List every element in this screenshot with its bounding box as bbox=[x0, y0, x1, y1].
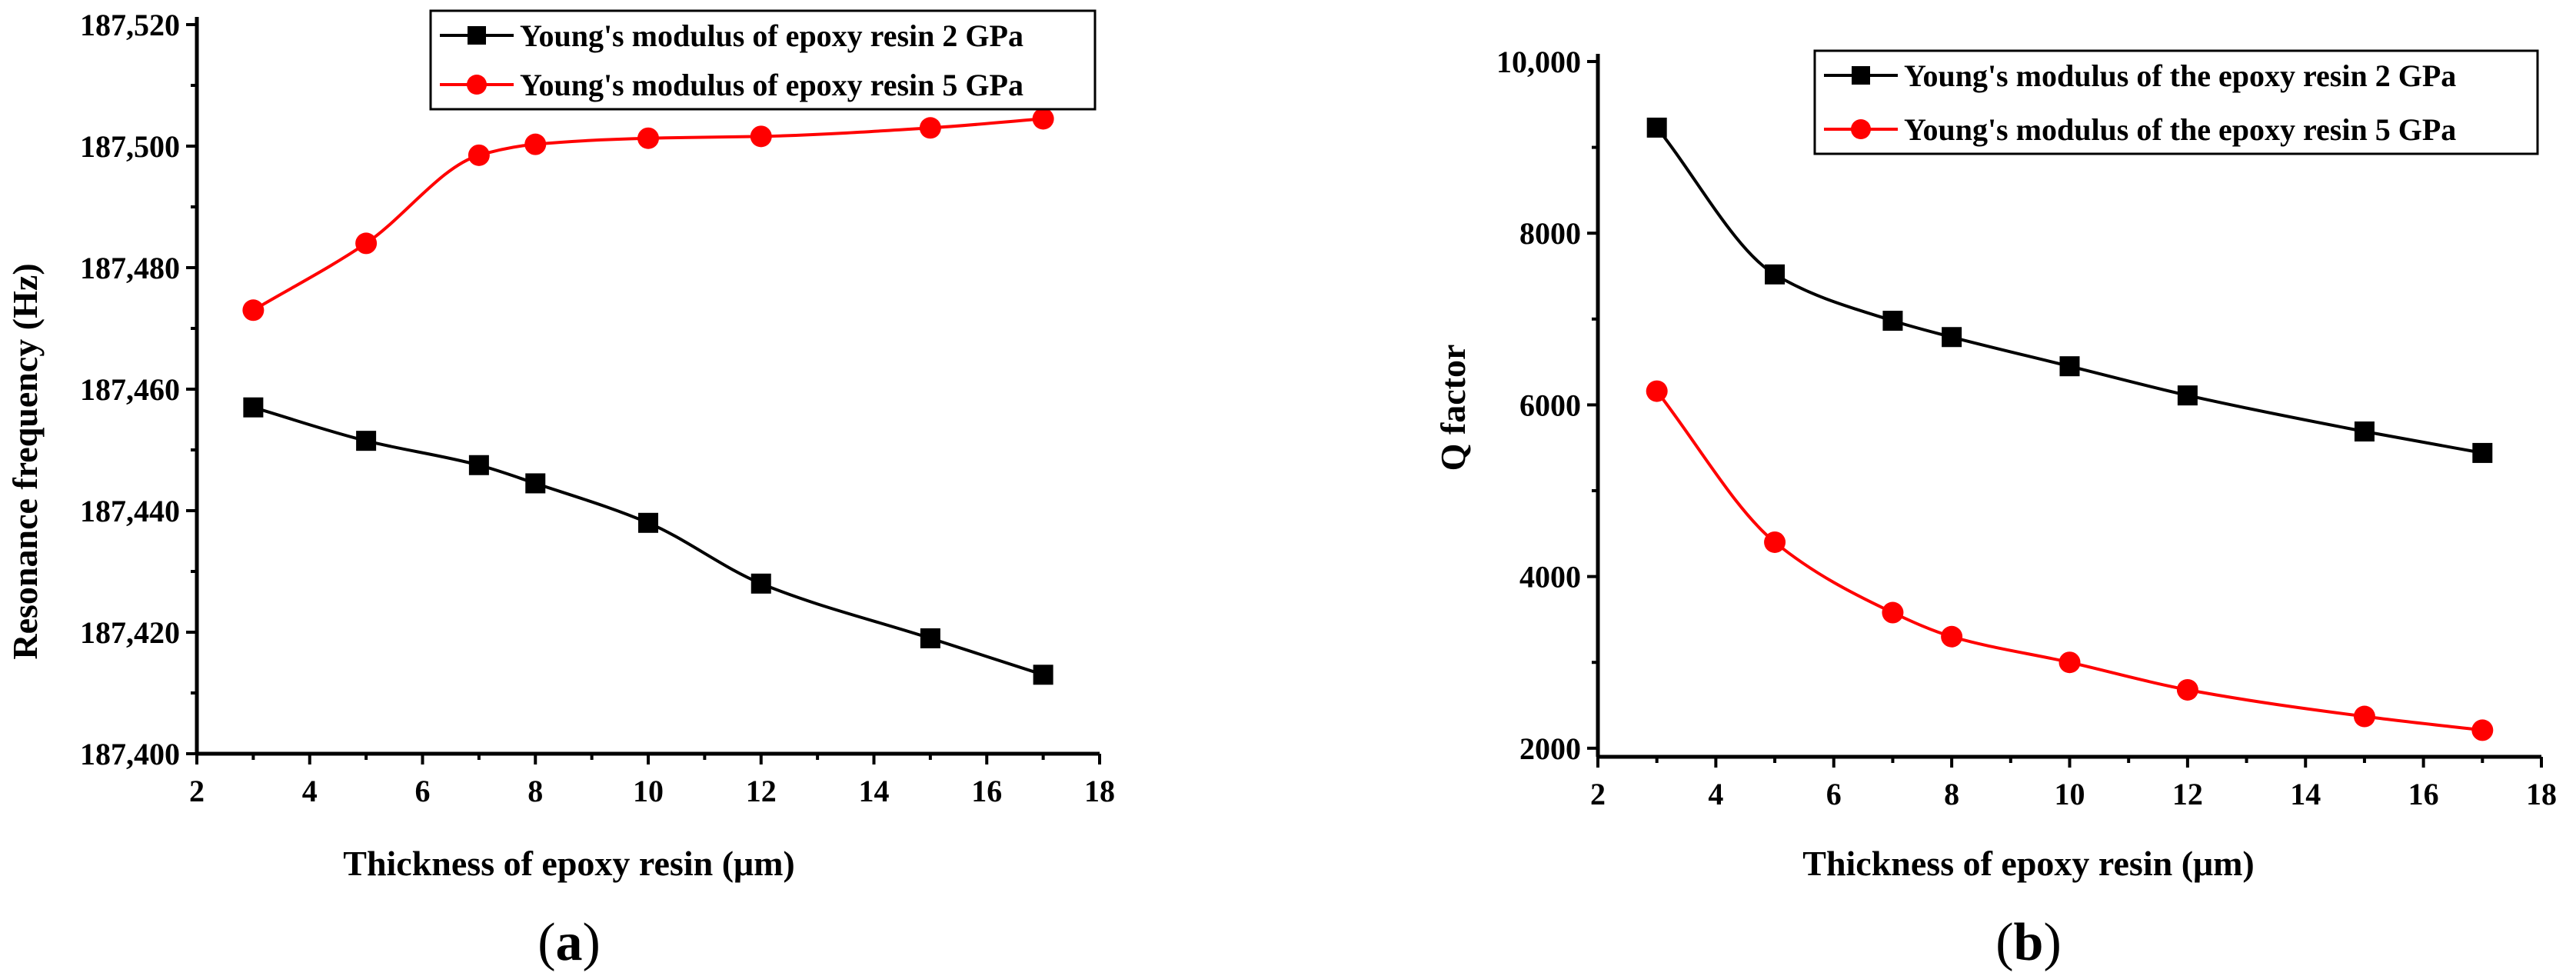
chart-a-y-tick-label: 187,440 bbox=[80, 494, 180, 528]
chart-a-series-2-point bbox=[524, 133, 547, 155]
chart-b-series-2-point bbox=[2058, 651, 2081, 674]
chart-a-y-tick-label: 187,460 bbox=[80, 372, 180, 407]
chart-a-series-1-point bbox=[920, 628, 940, 648]
chart-panel-a: 2 4 6 8 10 12 14 16 18 187,400 187,420 187,440 187,4… bbox=[5, 8, 1115, 972]
chart-a-y-tick-label: 187,500 bbox=[80, 129, 180, 164]
chart-b-series-1-line bbox=[1656, 126, 2483, 455]
chart-b-series-1-point bbox=[1765, 264, 1786, 285]
chart-a-x-tick-label: 12 bbox=[746, 774, 777, 808]
chart-a-series-2-point bbox=[637, 127, 659, 149]
chart-b-series-2-point bbox=[1941, 625, 1963, 648]
chart-b-series-2-point bbox=[2471, 719, 2494, 741]
chart-a-y-tick-label: 187,420 bbox=[80, 615, 180, 650]
chart-b-series-2-point bbox=[2353, 705, 2375, 728]
chart-a-y-tick-label: 187,480 bbox=[80, 251, 180, 285]
chart-b-series-1-point bbox=[1882, 311, 1903, 331]
chart-a-series-2-point bbox=[468, 144, 490, 166]
chart-b-x-axis-title: Thickness of epoxy resin (μm) bbox=[1802, 844, 2254, 883]
chart-b-y-tick-label: 10,000 bbox=[1496, 45, 1581, 79]
chart-b-x-tick-label: 16 bbox=[2408, 777, 2439, 811]
chart-a-x-tick-label: 6 bbox=[415, 774, 431, 808]
chart-a-plot-area: 2 4 6 8 10 12 14 16 18 187,400 187,420 187,440 187,4… bbox=[80, 8, 1115, 808]
chart-a-x-tick-label: 14 bbox=[859, 774, 890, 808]
chart-b-x-tick-label: 12 bbox=[2172, 777, 2203, 811]
chart-a-x-tick-label: 16 bbox=[971, 774, 1002, 808]
chart-a-series-1-point bbox=[243, 397, 264, 418]
chart-b-series-1-point bbox=[2177, 385, 2198, 406]
chart-a-series-1-point bbox=[356, 431, 377, 451]
chart-b-y-tick-label: 6000 bbox=[1519, 388, 1581, 422]
chart-b-y-tick-label: 2000 bbox=[1519, 731, 1581, 766]
chart-b-series-2-point bbox=[1882, 601, 1904, 624]
chart-a-x-tick-label: 4 bbox=[302, 774, 318, 808]
chart-a-series-1-point bbox=[751, 573, 771, 594]
chart-b-series-2-point bbox=[1646, 380, 1668, 402]
chart-a-legend-marker-1 bbox=[468, 26, 486, 45]
chart-a-legend-label-1: Young's modulus of epoxy resin 2 GPa bbox=[520, 18, 1023, 53]
chart-b-x-tick-label: 14 bbox=[2290, 777, 2321, 811]
chart-a-y-tick-label: 187,400 bbox=[80, 737, 180, 771]
chart-a-series-2-point bbox=[919, 117, 941, 139]
chart-b-legend-box bbox=[1813, 49, 2539, 155]
chart-a-legend: Young's modulus of epoxy resin 2 GPa Youn… bbox=[429, 9, 1097, 111]
chart-b-series-1-point bbox=[2354, 421, 2375, 442]
chart-b-series-1-point bbox=[2472, 442, 2493, 463]
chart-b-series-1-point bbox=[1646, 117, 1667, 138]
chart-b-x-tick-label: 18 bbox=[2526, 777, 2557, 811]
chart-a-series-2-point bbox=[242, 299, 265, 321]
chart-b-legend-label-1: Young's modulus of the epoxy resin 2 GPa bbox=[1904, 58, 2456, 93]
chart-a-series-1-point bbox=[525, 473, 546, 494]
chart-b-series-1-point bbox=[1942, 327, 1962, 348]
chart-a-series-2-point bbox=[750, 125, 772, 148]
chart-b-x-tick-label: 2 bbox=[1590, 777, 1606, 811]
chart-b-x-tick-label: 6 bbox=[1826, 777, 1842, 811]
chart-b-legend-label-2: Young's modulus of the epoxy resin 5 GPa bbox=[1904, 112, 2456, 147]
chart-b-legend-marker-2 bbox=[1851, 119, 1871, 139]
chart-a-y-tick-label: 187,520 bbox=[80, 8, 180, 42]
chart-a-legend-box bbox=[429, 9, 1097, 111]
chart-a-series-1-point bbox=[1033, 665, 1053, 685]
chart-a-legend-marker-2 bbox=[467, 75, 487, 95]
chart-b-series-2-point bbox=[1764, 531, 1786, 553]
chart-b-series-2-line bbox=[1656, 390, 2483, 732]
chart-b-series-1-point bbox=[2059, 356, 2080, 377]
chart-b-x-tick-label: 8 bbox=[1944, 777, 1959, 811]
chart-b-y-axis-title: Q factor bbox=[1433, 345, 1473, 471]
chart-b-x-tick-label: 10 bbox=[2055, 777, 2085, 811]
chart-b-series-2-point bbox=[2176, 678, 2198, 701]
chart-b-y-tick-label: 8000 bbox=[1519, 216, 1581, 251]
chart-a-series-1-point bbox=[468, 455, 489, 475]
chart-b-plot-area: 2 4 6 8 10 12 14 16 18 2000 4000 6000 8000 10,000 Youn… bbox=[1496, 45, 2557, 811]
chart-b-y-tick-label: 4000 bbox=[1519, 560, 1581, 595]
chart-a-x-tick-label: 10 bbox=[633, 774, 664, 808]
chart-a-series-1-line bbox=[252, 405, 1044, 677]
chart-b-x-tick-label: 4 bbox=[1708, 777, 1723, 811]
chart-b-legend-marker-1 bbox=[1852, 66, 1870, 85]
chart-a-series-2-point bbox=[1032, 108, 1054, 130]
chart-b-panel-label: (b) bbox=[1995, 913, 2062, 972]
chart-a-series-1-point bbox=[638, 512, 658, 533]
chart-a-legend-label-2: Young's modulus of epoxy resin 5 GPa bbox=[520, 68, 1023, 102]
chart-a-x-tick-label: 18 bbox=[1084, 774, 1115, 808]
chart-a-y-axis-title: Resonance frequency (Hz) bbox=[5, 263, 45, 659]
chart-a-x-tick-label: 2 bbox=[189, 774, 205, 808]
chart-b-legend: Young's modulus of the epoxy resin 2 GPa… bbox=[1813, 49, 2539, 155]
chart-a-panel-label: (a) bbox=[537, 913, 601, 972]
chart-a-x-tick-label: 8 bbox=[528, 774, 543, 808]
chart-a-x-axis-title: Thickness of epoxy resin (μm) bbox=[343, 844, 794, 883]
chart-a-series-2-point bbox=[355, 232, 378, 255]
chart-panel-b: 2 4 6 8 10 12 14 16 18 2000 4000 6000 8000 10,000 Youn… bbox=[1433, 45, 2557, 972]
